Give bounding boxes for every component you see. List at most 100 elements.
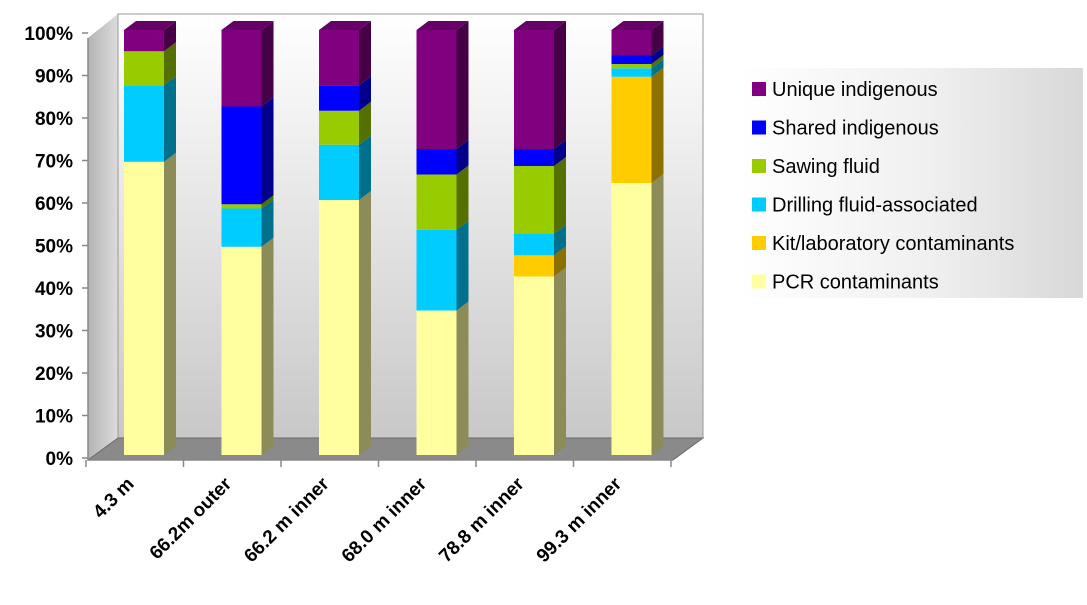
y-tick-label: 0% [46,449,74,470]
y-tick-label: 100% [24,24,73,45]
bar-segment-side [359,76,371,111]
bar-segment [319,30,359,86]
legend-label: Drilling fluid-associated [772,195,978,217]
bar-segment [514,276,554,455]
y-tick-label: 60% [35,194,73,215]
bar-segment [514,166,554,234]
bar-segment-side [164,76,176,162]
bar-segment-side [261,21,274,107]
bar-segment [416,174,457,230]
axes [87,38,673,461]
bar-segment-side [456,301,469,455]
bar-segment [611,30,652,56]
legend: Unique indigenous Shared indigenous Sawing… [738,68,1083,298]
bar-segment-side [456,140,469,175]
bar-segment [611,64,652,69]
x-tick-label: 99.3 m inner [533,473,627,567]
legend-label: Unique indigenous [772,79,938,101]
bar-segment [514,30,554,149]
legend-swatch [752,274,766,289]
bar-top [611,21,664,30]
bar-segment-side [261,237,274,455]
bar-segment-side [164,42,176,86]
bar-segment-side [651,46,664,64]
bar-stack [611,21,664,455]
y-tick-label: 30% [35,322,73,343]
y-tick-label: 20% [35,364,73,385]
bar-segment-side [456,165,469,230]
bar-stack [221,21,274,455]
bar-segment-side [651,55,664,69]
bar-segment-side [651,21,664,56]
plot-walls [86,13,705,461]
bar-segment [319,85,359,111]
legend-label: PCR contaminants [772,272,939,294]
bar-segment-side [554,21,566,149]
bar-segment-side [359,191,371,455]
y-tick-label: 80% [35,109,73,130]
x-axis-ticks: 4.3 m 66.2m outer 66.2 m inner 68.0 m inner… [85,460,672,567]
y-tick-label: 40% [35,279,73,300]
legend-swatch [752,120,766,135]
bar-top [416,21,469,30]
x-tick-label: 66.2m outer [146,473,237,564]
bar-segment [416,149,457,175]
bar-segment [611,76,652,183]
y-tick-label: 70% [35,152,73,173]
bar-top [319,21,371,30]
bar-segment-side [359,21,371,86]
bar-segment-side [456,220,469,311]
bar-segment [416,229,457,311]
bar-segment [124,51,164,86]
bar-segment-side [651,174,664,455]
bar-stack [514,21,566,455]
bar-segment [221,204,262,209]
y-tick-label: 10% [35,407,73,428]
bar-segment-side [359,135,371,200]
bar-segment [611,55,652,64]
bars [124,21,664,455]
left-side-wall [88,14,118,460]
bar-segment [124,30,164,52]
bar-segment [319,144,359,200]
bar-segment-side [261,97,274,205]
y-tick-label: 50% [35,237,73,258]
bar-segment-side [651,59,664,77]
bar-segment [124,85,164,162]
x-tick-label: 68.0 m inner [338,473,432,567]
bar-segment [611,183,652,455]
bar-segment-side [554,246,566,277]
bar-segment [221,246,262,455]
bar-segment [221,106,262,205]
legend-swatch [752,236,766,250]
legend-label: Sawing fluid [772,156,880,178]
bar-segment-side [164,21,176,52]
bar-segment [221,208,262,247]
y-axis-ticks: 0% 10% 20% 30% 40% 50% 60% 70% 80% 90% 100% [24,24,88,470]
x-tick-label: 78.8 m inner [435,473,529,567]
bar-segment-side [554,157,566,234]
bar-segment [221,30,262,107]
x-tick-label: 66.2 m inner [240,473,334,567]
bar-segment-side [359,101,371,145]
legend-box [738,68,1083,298]
legend-swatch [752,197,766,212]
bar-segment [514,234,554,256]
bar-segment-side [261,195,274,209]
bar-segment [416,310,457,455]
x-tick-label: 4.3 m [89,474,138,523]
legend-label: Shared indigenous [772,118,939,140]
bar-segment-side [456,21,469,149]
bar-segment [319,200,359,455]
bar-segment-side [164,152,176,455]
bar-segment-side [261,199,274,247]
bar-top [124,21,176,30]
legend-swatch [752,82,766,96]
bar-top [514,21,566,30]
bar-segment-side [554,267,566,455]
back-wall [117,13,704,439]
bar-top [221,21,274,30]
bar-stack [124,21,176,455]
legend-swatch [752,159,766,173]
